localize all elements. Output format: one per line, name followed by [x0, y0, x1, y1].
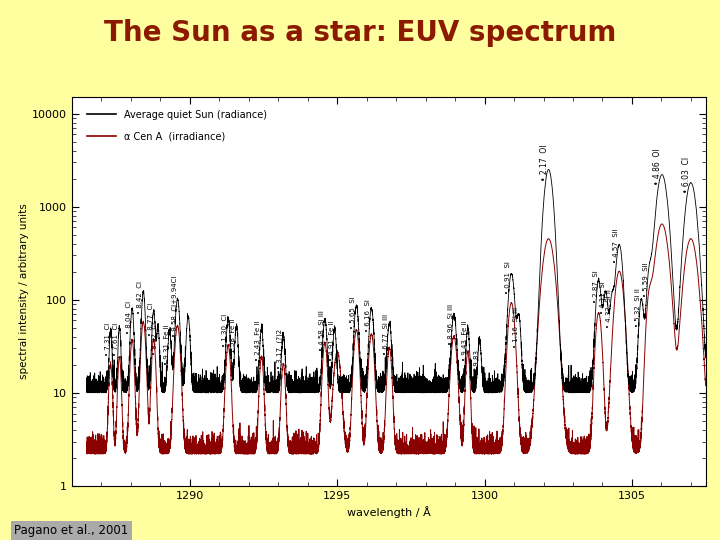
- Text: • 6.16  SI: • 6.16 SI: [366, 299, 372, 332]
- Legend: Average quiet Sun (radiance), α Cen A  (irradiance): Average quiet Sun (radiance), α Cen A (i…: [84, 106, 271, 145]
- Text: • 4.32  Si II: • 4.32 Si II: [606, 289, 612, 328]
- Text: • 8.92  CI: • 8.92 CI: [152, 322, 158, 355]
- Text: • 4.91  Fe II: • 4.91 Fe II: [328, 321, 335, 361]
- Text: • 9.58  CI+9.94CI: • 9.58 CI+9.94CI: [171, 276, 178, 337]
- Text: • 9.83: • 9.83: [474, 350, 480, 372]
- Y-axis label: spectral intensity / arbitrary units: spectral intensity / arbitrary units: [19, 204, 30, 380]
- Text: • 4.11  SI: • 4.11 SI: [600, 281, 606, 314]
- Text: • 1.16  Si III: • 1.16 Si III: [513, 307, 519, 348]
- Text: • 8.04  CI: • 8.04 CI: [126, 301, 132, 334]
- Text: Pagano et al., 2001: Pagano et al., 2001: [14, 524, 129, 537]
- Text: The Sun as a star: EUV spectrum: The Sun as a star: EUV spectrum: [104, 19, 616, 47]
- X-axis label: wavelength / Å: wavelength / Å: [347, 507, 431, 518]
- Text: • 7.31  CI: • 7.31 CI: [104, 322, 111, 355]
- Text: • 5.65  SI: • 5.65 SI: [351, 297, 356, 329]
- Text: • 4.57  SII: • 4.57 SII: [613, 228, 619, 263]
- Text: • 1.58  Fe II: • 1.58 Fe II: [230, 319, 236, 359]
- Text: • 8.77  CI: • 8.77 CI: [148, 302, 153, 336]
- Text: • 6.03  CI: • 6.03 CI: [682, 157, 691, 193]
- Text: • 9.31  Fe II: • 9.31 Fe II: [163, 325, 169, 365]
- Text: • 6.77  Si III: • 6.77 Si III: [383, 314, 390, 355]
- Text: • 5.59  SII: • 5.59 SII: [643, 262, 649, 297]
- Text: • 4.86  OI: • 4.86 OI: [653, 148, 662, 185]
- Text: • 2.17  OI: • 2.17 OI: [539, 144, 549, 180]
- Text: • 2.87  SI: • 2.87 SI: [593, 270, 598, 302]
- Text: • 8.96  Si III: • 8.96 Si III: [448, 303, 454, 345]
- Text: • 2.43  Fe II: • 2.43 Fe II: [256, 321, 261, 361]
- Text: • 9.43  Fe II: • 9.43 Fe II: [462, 321, 468, 361]
- Text: • 0.91  SI: • 0.91 SI: [505, 261, 511, 294]
- Text: • 4.58  Si III: • 4.58 Si III: [319, 310, 325, 351]
- Text: • 7.61  CI: • 7.61 CI: [114, 322, 120, 355]
- Text: • 3.17  (?)2: • 3.17 (?)2: [276, 328, 283, 368]
- Text: • 5.32  Si II: • 5.32 Si II: [635, 288, 642, 327]
- Text: • 8.42  CI: • 8.42 CI: [138, 281, 143, 314]
- Text: • 1.30  CI: • 1.30 CI: [222, 314, 228, 347]
